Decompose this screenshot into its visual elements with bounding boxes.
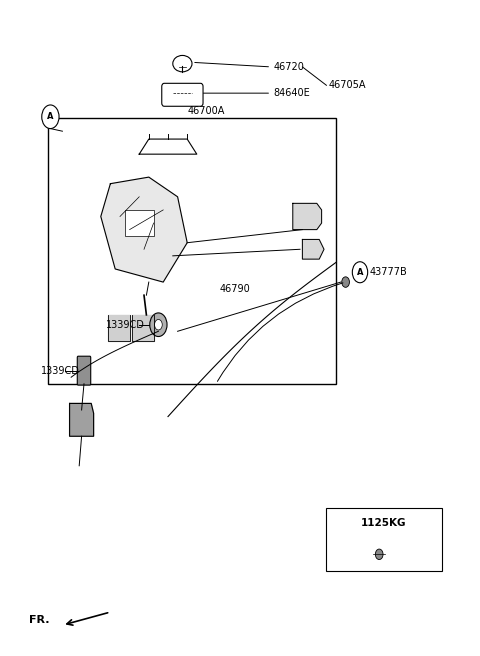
Text: 1125KG: 1125KG (361, 518, 407, 528)
Text: 1339CD: 1339CD (41, 365, 80, 376)
Text: 46700A: 46700A (188, 106, 225, 116)
Circle shape (150, 313, 167, 337)
Circle shape (375, 549, 383, 560)
Circle shape (342, 277, 349, 287)
Text: 84640E: 84640E (274, 88, 311, 98)
Text: 1339CD: 1339CD (106, 319, 144, 330)
Polygon shape (70, 403, 94, 436)
FancyBboxPatch shape (77, 356, 91, 385)
Text: A: A (357, 268, 363, 277)
Circle shape (155, 319, 162, 330)
Polygon shape (132, 315, 154, 341)
Circle shape (352, 262, 368, 283)
Text: 46720: 46720 (274, 62, 304, 72)
Polygon shape (101, 177, 187, 282)
Polygon shape (108, 315, 130, 341)
Bar (326, 508, 442, 571)
Text: 46705A: 46705A (329, 80, 366, 91)
Polygon shape (293, 203, 322, 230)
Bar (125, 210, 154, 236)
Text: FR.: FR. (29, 615, 49, 625)
Bar (48, 118, 336, 384)
Text: 46790: 46790 (220, 284, 251, 294)
Text: A: A (47, 112, 54, 121)
Polygon shape (302, 239, 324, 259)
Text: 43777B: 43777B (370, 267, 408, 277)
Circle shape (42, 105, 59, 129)
